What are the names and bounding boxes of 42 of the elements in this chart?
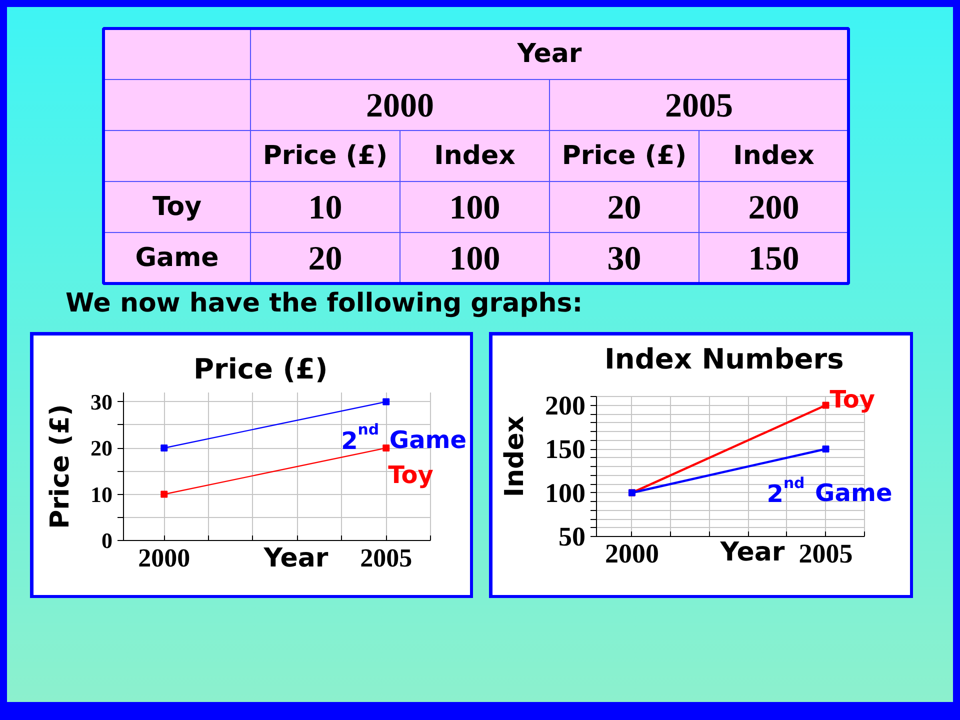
y-tick-label: 0 [102,528,112,553]
x-axis-title: Year [516,39,582,69]
series-label: Toy [830,385,876,414]
x-tick-label: 2000 [604,538,659,568]
data-label: 20 [607,190,642,226]
data-label: 150 [748,240,800,278]
y-tick-label: 20 [90,436,112,460]
x-tick-label: 2000 [138,544,190,572]
data-label: 100 [449,190,500,226]
x-tick-label: 2005 [798,538,853,568]
point [160,444,168,452]
y-tick-label: 200 [545,390,586,420]
data-label: 200 [748,190,800,226]
x-tick-label: Index [434,141,516,171]
data-label: 10 [308,190,342,226]
x-tick-label: Index [733,141,815,171]
y-tick-label: 10 [90,482,112,507]
data-label: 30 [607,240,642,278]
point [382,444,390,452]
y-tick-label: 100 [545,478,586,508]
text: 2000 [366,88,434,124]
x-tick-label: Price (£) [562,141,687,171]
x-tick-label: Price (£) [262,141,388,171]
text: 2005 [665,88,733,124]
data-label: 20 [308,240,342,278]
chart-title: Index Numbers [604,342,844,376]
x-axis-title: Year [262,544,328,574]
series-label: Toy [388,461,434,489]
x-tick-label: 2005 [360,544,412,572]
point [822,402,830,409]
point [382,398,390,406]
data-label: 100 [449,240,500,278]
point [160,490,168,498]
point [822,446,830,452]
y-tick-label: Game [135,243,219,273]
y-tick-label: 30 [90,389,112,414]
x-axis-title: Year [719,538,785,568]
y-tick-label: 50 [558,522,586,552]
text: We now have the following graphs: [66,288,583,318]
chart-title: Price (£) [194,352,328,386]
y-tick-label: 150 [545,434,586,464]
y-axis-title: Index [500,416,530,498]
